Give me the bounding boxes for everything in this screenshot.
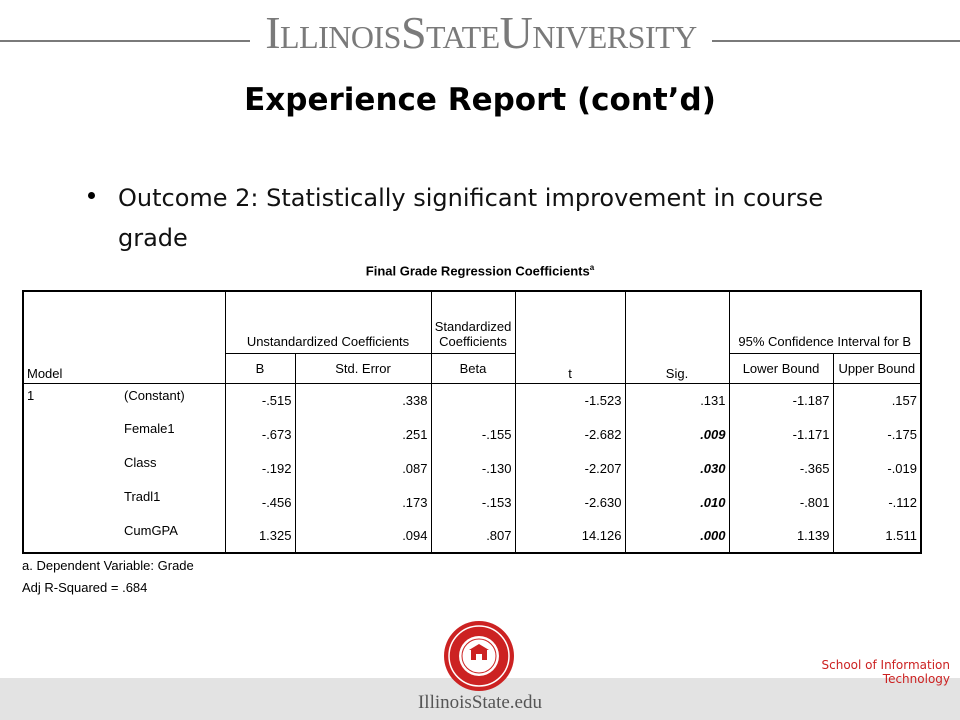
cell-t: -2.630 — [514, 485, 625, 519]
cell-upper: .157 — [832, 383, 921, 417]
cell-lower: -1.171 — [728, 417, 833, 451]
header-ci: 95% Confidence Interval for B — [728, 291, 921, 354]
header-t: t — [514, 291, 625, 384]
header-upper: Upper Bound — [832, 353, 921, 384]
cell-lower: -.801 — [728, 485, 833, 519]
row-label: Class — [124, 455, 157, 470]
bullet-text: Outcome 2: Statistically significant imp… — [118, 184, 824, 252]
row-label: Tradl1 — [124, 489, 161, 504]
cell-sig: .030 — [624, 451, 729, 485]
cell-se: .338 — [294, 383, 431, 417]
cell-lower: -.365 — [728, 451, 833, 485]
cell-upper: -.175 — [832, 417, 921, 451]
model-number: 1 — [27, 387, 35, 403]
table-row: CumGPA 1.325 .094 .807 14.126 .000 1.139… — [23, 519, 921, 553]
header-lower: Lower Bound — [728, 353, 833, 384]
cell-t: -2.682 — [514, 417, 625, 451]
cell-sig: .009 — [624, 417, 729, 451]
cell-b: -.192 — [224, 451, 295, 485]
row-label: CumGPA — [124, 523, 178, 538]
cell-b: -.673 — [224, 417, 295, 451]
cell-beta — [430, 383, 515, 417]
cell-t: 14.126 — [514, 519, 625, 553]
cell-t: -2.207 — [514, 451, 625, 485]
cell-se: .251 — [294, 417, 431, 451]
table-row: 1 (Constant) -.515 .338 -1.523 .131 -1.1… — [23, 383, 921, 417]
bullet-icon — [88, 192, 95, 199]
header-row-2: B Std. Error Beta Lower Bound Upper Boun… — [23, 353, 921, 384]
cell-se: .094 — [294, 519, 431, 553]
header-standardized: Standardized Coefficients — [430, 291, 515, 354]
cell-lower: -1.187 — [728, 383, 833, 417]
cell-se: .087 — [294, 451, 431, 485]
row-label: (Constant) — [124, 387, 185, 403]
regression-table: Model Unstandardized Coefficients Standa… — [22, 290, 922, 554]
cell-upper: -.112 — [832, 485, 921, 519]
cell-sig: .131 — [624, 383, 729, 417]
slide-title: Experience Report (cont’d) — [244, 82, 716, 118]
university-wordmark: IllinoisStateUniversity — [265, 7, 697, 58]
adj-r-squared: Adj R-Squared = .684 — [22, 580, 147, 595]
cell-upper: 1.511 — [832, 519, 921, 553]
cell-b: -.515 — [224, 383, 295, 417]
header-row-1: Model Unstandardized Coefficients Standa… — [23, 291, 921, 384]
table-title-footnote-marker: a — [589, 263, 595, 272]
table-title-text: Final Grade Regression Coefficients — [365, 263, 590, 279]
university-seal-icon — [444, 621, 514, 691]
footer-url: IllinoisState.edu — [417, 692, 542, 713]
header-b: B — [224, 353, 295, 384]
cell-beta: -.153 — [430, 485, 515, 519]
cell-beta: -.155 — [430, 417, 515, 451]
header-model: Model — [23, 291, 225, 384]
cell-sig: .010 — [624, 485, 729, 519]
table-title: Final Grade Regression Coefficientsa — [0, 263, 960, 278]
cell-lower: 1.139 — [728, 519, 833, 553]
cell-beta: .807 — [430, 519, 515, 553]
header-se: Std. Error — [294, 353, 431, 384]
table-row: Female1 -.673 .251 -.155 -2.682 .009 -1.… — [23, 417, 921, 451]
cell-sig: .000 — [624, 519, 729, 553]
header-sig: Sig. — [624, 291, 729, 384]
cell-b: -.456 — [224, 485, 295, 519]
header-rule-right — [712, 40, 960, 42]
cell-t: -1.523 — [514, 383, 625, 417]
header-rule-left — [0, 40, 250, 42]
header-beta: Beta — [430, 353, 515, 384]
adj-r-squared-label: Adj R-Squared = — [22, 580, 123, 595]
cell-upper: -.019 — [832, 451, 921, 485]
cell-b: 1.325 — [224, 519, 295, 553]
adj-r-squared-value: .684 — [122, 580, 148, 595]
row-label: Female1 — [124, 421, 175, 436]
table-footnote: a. Dependent Variable: Grade — [22, 558, 194, 573]
cell-se: .173 — [294, 485, 431, 519]
header-unstandardized: Unstandardized Coefficients — [224, 291, 431, 354]
cell-beta: -.130 — [430, 451, 515, 485]
school-name: School of Information Technology — [821, 658, 951, 686]
table-row: Tradl1 -.456 .173 -.153 -2.630 .010 -.80… — [23, 485, 921, 519]
table-row: Class -.192 .087 -.130 -2.207 .030 -.365… — [23, 451, 921, 485]
